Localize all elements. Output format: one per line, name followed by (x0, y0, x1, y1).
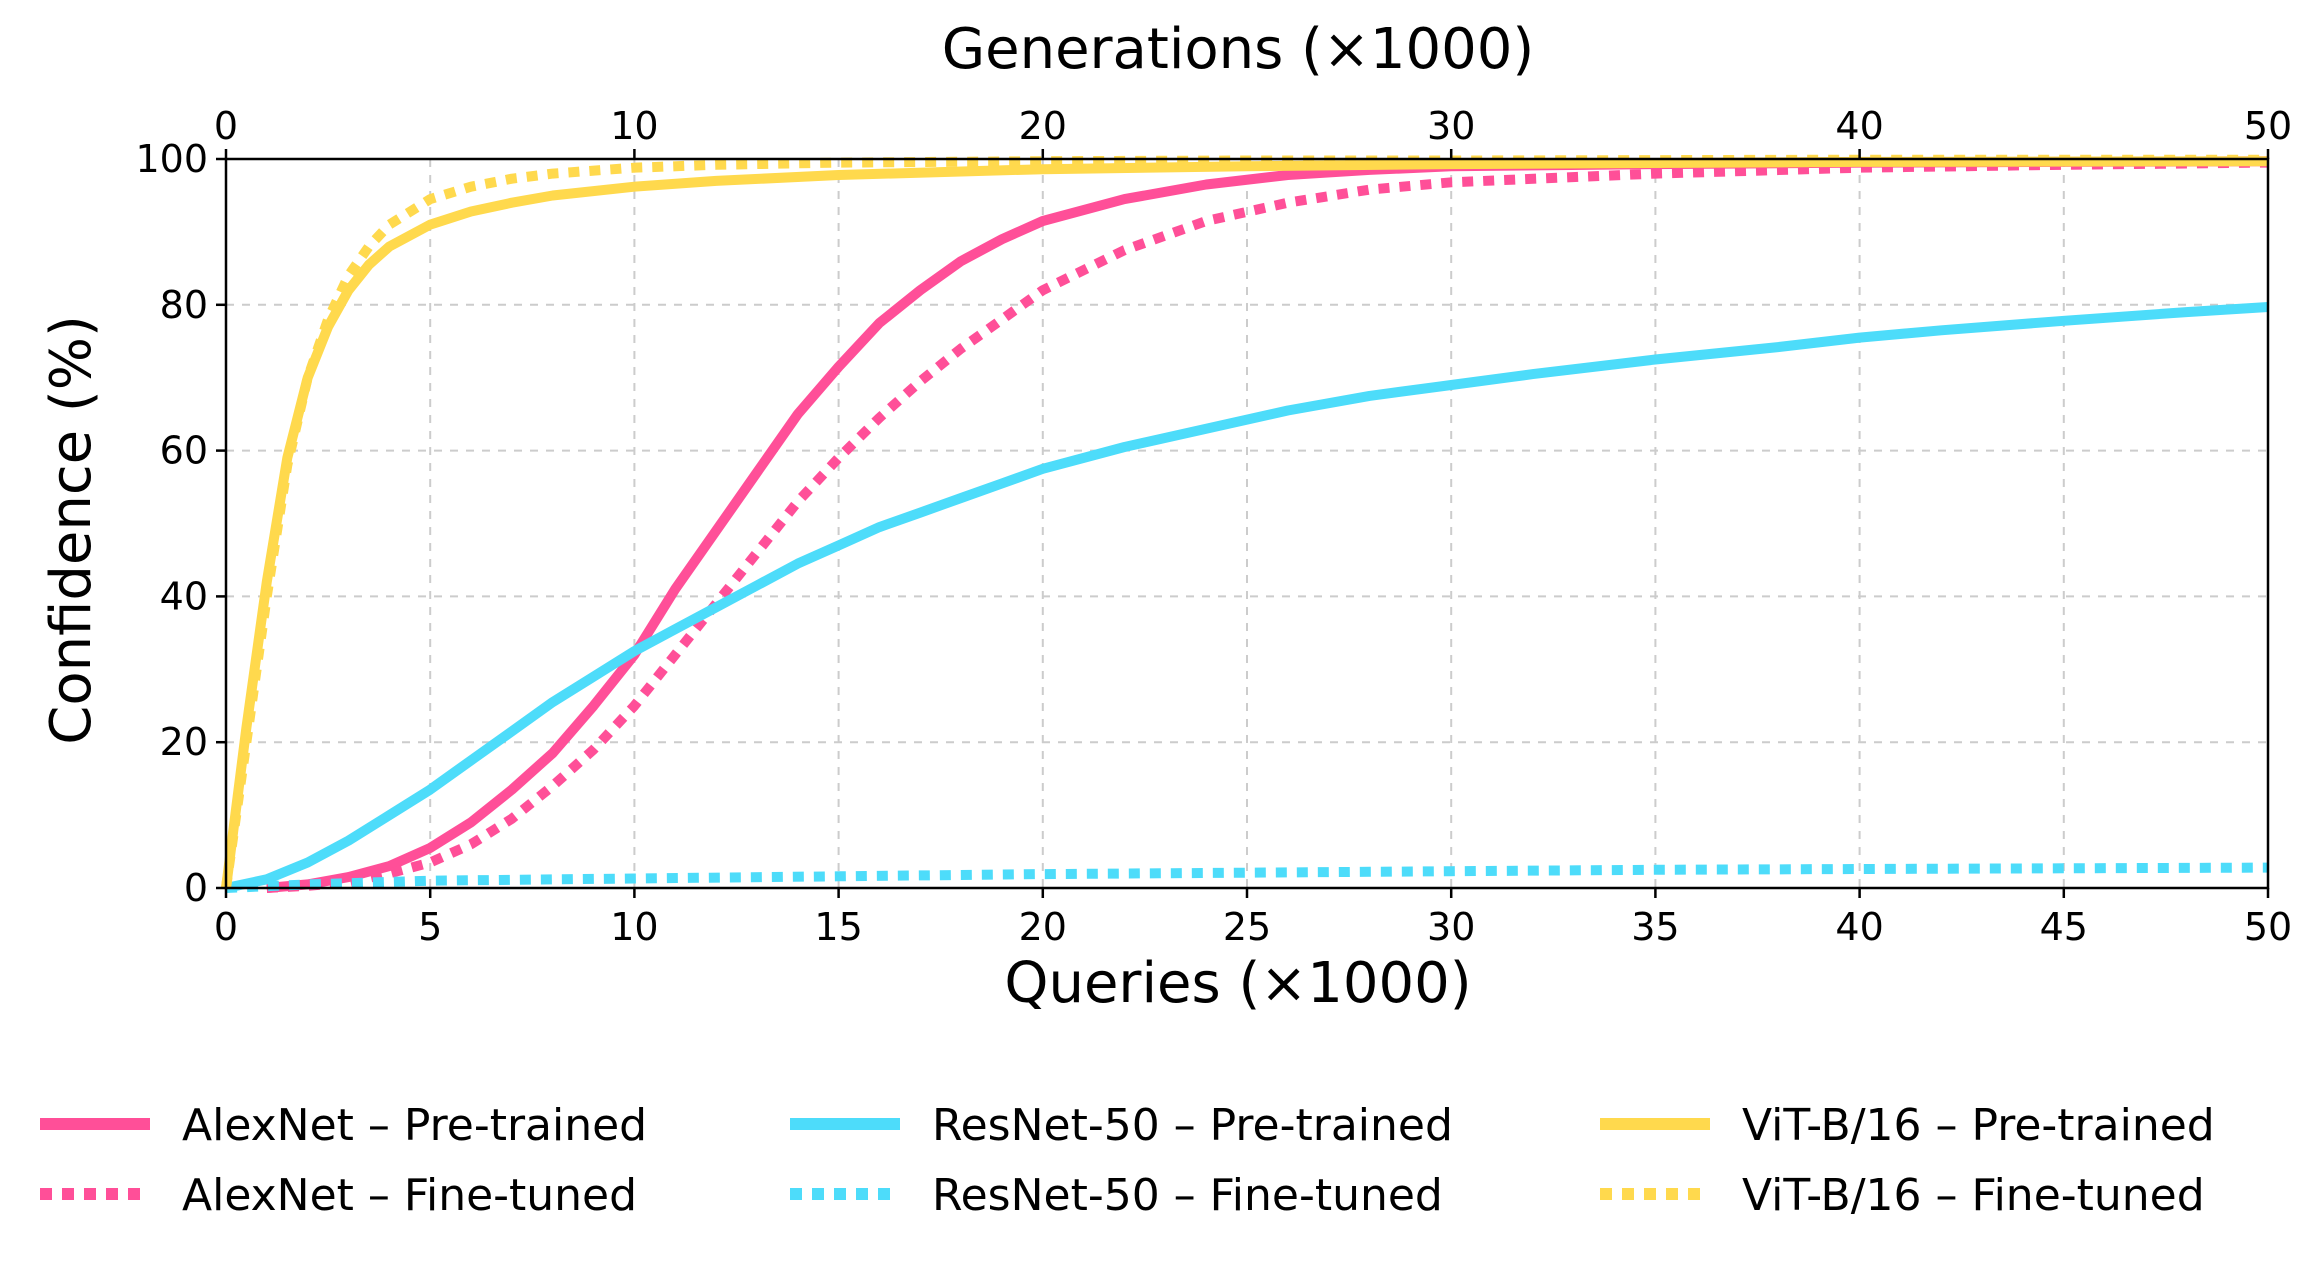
legend: AlexNet – Pre-trained AlexNet – Fine-tun… (40, 1100, 2215, 1221)
x-tick-label: 15 (814, 905, 862, 949)
y-tick-label: 60 (160, 429, 208, 473)
x-tick-label: 25 (1223, 905, 1271, 949)
series-line-5 (221, 154, 2268, 889)
y-tick-label: 80 (160, 283, 208, 327)
legend-entry-vit-finetuned: ViT-B/16 – Fine-tuned (1600, 1170, 2205, 1221)
x-tick-label: 40 (1835, 905, 1883, 949)
legend-entry-alexnet-pretrained: AlexNet – Pre-trained (40, 1100, 647, 1151)
series-line-4 (221, 156, 2269, 889)
x2-tick-label: 50 (2244, 104, 2292, 148)
x-tick-label: 50 (2244, 905, 2292, 949)
plot-frame (224, 157, 2270, 890)
series-layer (221, 154, 2269, 893)
x-tick-label: 20 (1019, 905, 1067, 949)
x2-tick-label: 30 (1427, 104, 1475, 148)
x2-tick-label: 40 (1835, 104, 1883, 148)
legend-label-alexnet-pretrained: AlexNet – Pre-trained (182, 1100, 647, 1151)
x-tick-label: 30 (1427, 905, 1475, 949)
legend-label-alexnet-finetuned: AlexNet – Fine-tuned (182, 1170, 637, 1221)
series-line-0 (266, 156, 2269, 893)
x2-tick-label: 20 (1019, 104, 1067, 148)
legend-label-resnet-finetuned: ResNet-50 – Fine-tuned (932, 1170, 1443, 1221)
legend-entry-resnet-finetuned: ResNet-50 – Fine-tuned (790, 1170, 1443, 1221)
x-axis-title: Queries (×1000) (1004, 951, 1471, 1016)
y-tick-label: 20 (160, 720, 208, 764)
legend-label-vit-pretrained: ViT-B/16 – Pre-trained (1742, 1100, 2215, 1151)
series-line-2 (224, 302, 2269, 893)
legend-label-resnet-pretrained: ResNet-50 – Pre-trained (932, 1100, 1453, 1151)
legend-entry-alexnet-finetuned: AlexNet – Fine-tuned (40, 1170, 637, 1221)
y-axis-title: Confidence (%) (39, 315, 104, 745)
x2-tick-label: 10 (610, 104, 658, 148)
y-tick-label: 0 (184, 866, 208, 910)
legend-entry-vit-pretrained: ViT-B/16 – Pre-trained (1600, 1100, 2215, 1151)
x2-tick-label: 0 (214, 104, 238, 148)
x-tick-label: 10 (610, 905, 658, 949)
series-line-3 (225, 862, 2269, 893)
legend-entry-resnet-pretrained: ResNet-50 – Pre-trained (790, 1100, 1453, 1151)
legend-label-vit-finetuned: ViT-B/16 – Fine-tuned (1742, 1170, 2205, 1221)
x-tick-label: 35 (1631, 905, 1679, 949)
x2-axis-title: Generations (×1000) (942, 17, 1535, 82)
x-tick-label: 5 (418, 905, 442, 949)
x-tick-label: 45 (2040, 905, 2088, 949)
y-tick-label: 40 (160, 574, 208, 618)
axes-layer: 0 5 10 15 20 25 30 35 40 45 50 0 10 20 30 40 50 0 20 40 60 80… (135, 104, 2292, 949)
grid-layer (226, 159, 2268, 888)
x-tick-label: 0 (214, 905, 238, 949)
series-line-1 (266, 157, 2269, 893)
y-tick-label: 100 (135, 137, 208, 181)
